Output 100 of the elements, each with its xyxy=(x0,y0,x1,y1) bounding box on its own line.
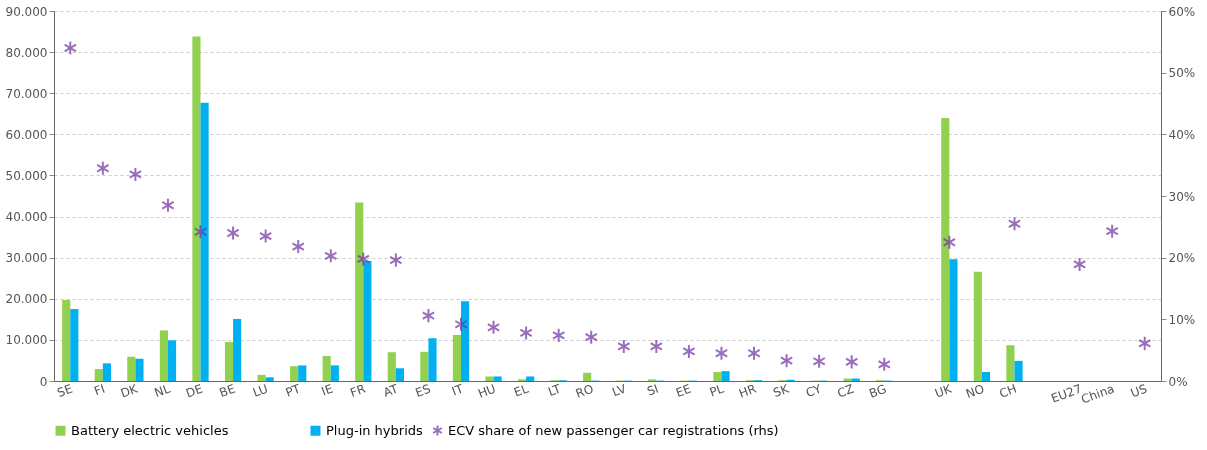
bar xyxy=(94,369,103,381)
bar xyxy=(102,363,111,381)
x-tick-label: NL xyxy=(152,381,173,401)
bar xyxy=(224,341,234,381)
bar xyxy=(721,371,730,381)
x-tick-label: FI xyxy=(92,381,107,399)
point xyxy=(519,325,533,341)
y-tick-label: 20.000 xyxy=(5,292,48,307)
point xyxy=(356,251,370,267)
x-tick-label: LU xyxy=(250,381,270,400)
bar xyxy=(460,301,470,381)
x-tick-label: HU xyxy=(476,381,498,401)
x-tick-label: US xyxy=(1128,381,1149,401)
x-tick-label: China xyxy=(1079,381,1117,407)
x-tick-label: PT xyxy=(283,381,303,400)
y-tick-label: 50.000 xyxy=(5,168,48,183)
bar xyxy=(583,372,592,381)
point xyxy=(161,197,175,213)
point xyxy=(389,252,403,268)
x-tick-label: LT xyxy=(546,381,564,400)
bar xyxy=(526,376,535,381)
x-tick-label: IE xyxy=(319,381,335,399)
bar xyxy=(981,371,991,381)
point xyxy=(747,345,761,361)
x-tick-label: CH xyxy=(997,381,1019,401)
x-tick-label: EL xyxy=(512,381,531,400)
x-tick-label: RO xyxy=(573,381,596,401)
x-tick-label: HR xyxy=(737,381,759,401)
y2-tick-label: 30% xyxy=(1168,189,1196,204)
point xyxy=(324,248,338,264)
point xyxy=(682,343,696,359)
bar xyxy=(420,351,429,381)
bar xyxy=(493,376,502,381)
bar xyxy=(949,259,958,381)
bar xyxy=(70,309,79,381)
bar xyxy=(192,36,201,381)
point xyxy=(454,316,468,332)
bar xyxy=(265,377,274,381)
legend-label: Battery electric vehicles xyxy=(71,422,229,438)
bar xyxy=(387,352,396,381)
point xyxy=(845,354,859,370)
x-tick-label: NO xyxy=(963,381,987,402)
x-tick-label: SK xyxy=(771,381,792,401)
y2-tick-label: 50% xyxy=(1168,66,1196,81)
x-tick-label: LV xyxy=(610,381,629,400)
point xyxy=(1072,256,1087,272)
x-tick-label: BG xyxy=(867,381,889,401)
bar xyxy=(330,365,339,381)
y-tick-label: 10.000 xyxy=(5,333,48,348)
bar xyxy=(973,271,982,381)
x-tick-label: UK xyxy=(933,381,955,401)
point xyxy=(291,239,305,255)
point xyxy=(617,338,631,354)
y2-tick-label: 10% xyxy=(1168,312,1196,327)
point xyxy=(812,353,826,369)
point xyxy=(714,345,729,361)
point xyxy=(1007,216,1022,232)
point xyxy=(779,353,794,369)
y-tick-label: 70.000 xyxy=(5,86,48,101)
y-tick-label: 80.000 xyxy=(5,45,48,60)
x-tick-label: IT xyxy=(450,381,466,399)
point xyxy=(551,327,566,343)
bar xyxy=(322,355,331,381)
x-tick-label: BE xyxy=(217,381,238,401)
bar xyxy=(159,330,168,381)
point xyxy=(193,224,208,240)
y-tick-label: 0 xyxy=(39,374,48,389)
legend-label: ECV share of new passenger car registrations (rhs) xyxy=(448,422,779,438)
bar xyxy=(941,117,950,381)
point xyxy=(226,225,240,241)
point xyxy=(942,234,957,250)
point xyxy=(128,166,143,182)
x-tick-label: DK xyxy=(118,381,141,401)
x-tick-label: ES xyxy=(413,381,433,400)
point xyxy=(63,40,77,56)
y2-tick-label: 60% xyxy=(1168,4,1196,19)
y2-tick-label: 20% xyxy=(1168,251,1196,266)
bar xyxy=(363,260,372,381)
point xyxy=(96,160,110,176)
x-tick-label: PL xyxy=(707,381,726,400)
x-tick-label: SE xyxy=(55,381,75,400)
bar xyxy=(1014,360,1023,381)
point xyxy=(486,319,501,335)
bar xyxy=(62,300,71,381)
y-tick-label: 30.000 xyxy=(5,251,48,266)
y-tick-label: 60.000 xyxy=(5,127,48,142)
y-tick-label: 40.000 xyxy=(5,210,48,225)
y2-tick-label: 0% xyxy=(1168,374,1188,389)
bar xyxy=(395,368,405,381)
bar xyxy=(355,202,364,381)
bar xyxy=(127,356,136,381)
point xyxy=(1105,223,1119,239)
y-tick-label: 90.000 xyxy=(5,4,48,19)
legend-label: Plug-in hybrids xyxy=(326,422,424,438)
bar xyxy=(135,358,144,381)
x-tick-label: DE xyxy=(184,381,205,401)
bar xyxy=(257,374,266,381)
bar xyxy=(200,102,209,381)
bar xyxy=(713,371,722,381)
y2-tick-label: 40% xyxy=(1168,127,1196,142)
